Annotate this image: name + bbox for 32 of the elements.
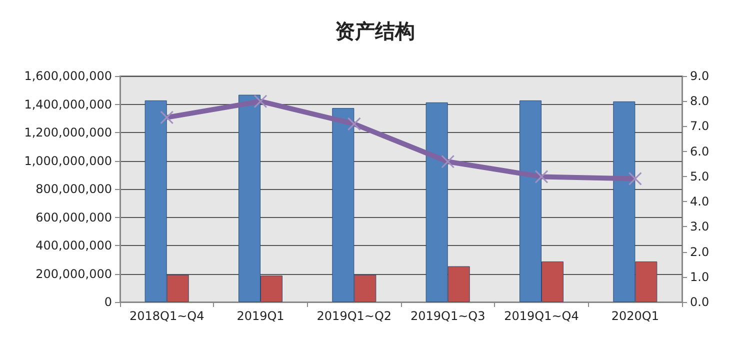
y2-tick-label: 7.0 [690, 119, 710, 134]
y-tick-label: 1,400,000,000 [24, 97, 112, 112]
x-tick-label: 2019Q1~Q4 [504, 309, 579, 323]
x-tick-label: 2019Q1 [236, 309, 284, 323]
chart-title: 资产结构 [335, 19, 415, 43]
point [347, 117, 361, 131]
point [441, 154, 455, 168]
point [160, 110, 174, 124]
y-tick-label: 1,000,000,000 [24, 154, 112, 168]
y-tick-label: 600,000,000 [36, 210, 112, 224]
point [628, 172, 642, 186]
x-tick-label: 2019Q1~Q2 [316, 309, 392, 323]
y-tick-label: 1,600,000,000 [24, 69, 112, 83]
y2-tick-label: 4.0 [690, 194, 710, 209]
y2-tick-label: 8.0 [690, 94, 710, 108]
point [254, 94, 268, 108]
y2-tick-label: 2.0 [690, 244, 710, 259]
y-tick-label: 0 [104, 295, 112, 309]
y2-tick-label: 9.0 [690, 69, 710, 83]
x-tick-label: 2019Q1~Q3 [410, 309, 486, 323]
y2-tick-label: 3.0 [690, 220, 710, 234]
y-tick-label: 1,200,000,000 [24, 126, 112, 140]
x-tick-label: 2020Q1 [611, 309, 659, 323]
y-tick-label: 800,000,000 [36, 182, 112, 196]
y2-tick-label: 1.0 [690, 270, 710, 284]
point [534, 170, 548, 184]
x-tick-label: 2018Q1~Q4 [129, 309, 204, 323]
y2-tick-label: 0.0 [690, 295, 710, 309]
y-tick-label: 400,000,000 [36, 238, 112, 252]
y-tick-label: 200,000,000 [36, 266, 112, 281]
y2-tick-label: 6.0 [690, 144, 710, 158]
y2-tick-label: 5.0 [690, 169, 710, 184]
